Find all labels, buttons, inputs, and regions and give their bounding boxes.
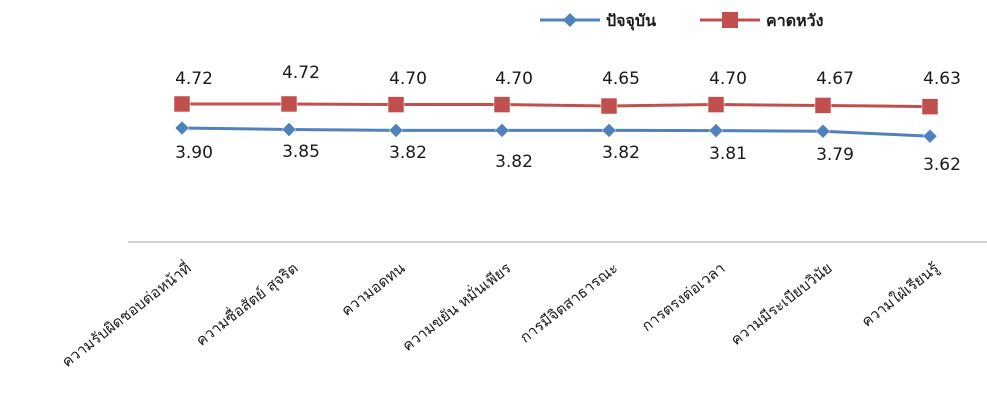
data-label-1-3: 4.70 [495, 69, 533, 89]
legend-label-1: คาดหวัง [766, 11, 823, 30]
data-label-1-7: 4.63 [923, 69, 961, 89]
data-point-1-7 [921, 98, 939, 115]
data-point-1-3 [493, 96, 511, 113]
category-label-0: ความรับผิดชอบต่อหน้าที่ [57, 257, 194, 371]
data-label-0-0: 3.90 [175, 143, 213, 163]
data-label-0-7: 3.62 [923, 155, 961, 175]
data-point-1-1 [280, 95, 298, 113]
data-point-1-5 [707, 96, 725, 113]
data-label-0-2: 3.82 [389, 143, 427, 163]
data-labels: 3.90 3.85 3.82 3.82 3.82 3.81 3.79 3.62 4.72 4.72… [175, 63, 961, 175]
category-label-5: การตรงต่อเวลา [638, 259, 728, 335]
data-label-0-5: 3.81 [709, 144, 747, 164]
chart-legend: ปัจจุบัน คาดหวัง [540, 11, 823, 31]
category-label-6: ความมีระเบียบวินัย [727, 259, 835, 349]
legend-item-0: ปัจจุบัน [540, 11, 656, 31]
series-line-1 [182, 102, 931, 109]
data-point-0-4 [601, 122, 617, 138]
data-label-0-4: 3.82 [602, 143, 640, 163]
category-label-1: ความซื่อสัตย์ สุจริต [191, 257, 302, 350]
data-label-1-6: 4.67 [816, 69, 854, 89]
data-label-0-1: 3.85 [282, 142, 320, 162]
data-label-1-4: 4.65 [602, 69, 640, 89]
category-label-2: ความอดทน [338, 259, 409, 320]
data-point-0-1 [281, 122, 297, 137]
category-label-3: ความขยัน หมั่นเพียร [398, 257, 515, 354]
data-label-1-2: 4.70 [389, 69, 427, 89]
data-point-0-0 [174, 120, 190, 136]
legend-label-0: ปัจจุบัน [606, 11, 656, 31]
data-point-0-3 [494, 122, 510, 138]
data-label-0-6: 3.79 [816, 145, 854, 165]
data-point-1-0 [173, 95, 191, 113]
data-point-0-5 [708, 123, 724, 138]
data-point-0-7 [922, 128, 938, 144]
series-layer [173, 95, 939, 144]
data-label-1-5: 4.70 [709, 69, 747, 89]
legend-marker-0 [563, 13, 577, 27]
data-point-1-2 [387, 96, 405, 113]
data-point-1-4 [600, 97, 618, 115]
category-label-7: ความใฝ่เรียนรู้ [858, 259, 943, 331]
data-label-1-0: 4.72 [175, 69, 213, 89]
series-line-0 [181, 126, 931, 138]
data-point-0-6 [815, 123, 831, 139]
legend-marker-1 [722, 12, 738, 28]
data-point-0-2 [388, 122, 404, 138]
data-point-1-6 [814, 97, 832, 114]
category-labels: ความรับผิดชอบต่อหน้าที่ความซื่อสัตย์ สุจ… [57, 257, 942, 371]
data-label-0-3: 3.82 [495, 152, 533, 172]
category-label-4: การมีจิตสาธารณะ [516, 259, 621, 347]
data-label-1-1: 4.72 [282, 63, 320, 83]
legend-item-1: คาดหวัง [700, 11, 823, 30]
